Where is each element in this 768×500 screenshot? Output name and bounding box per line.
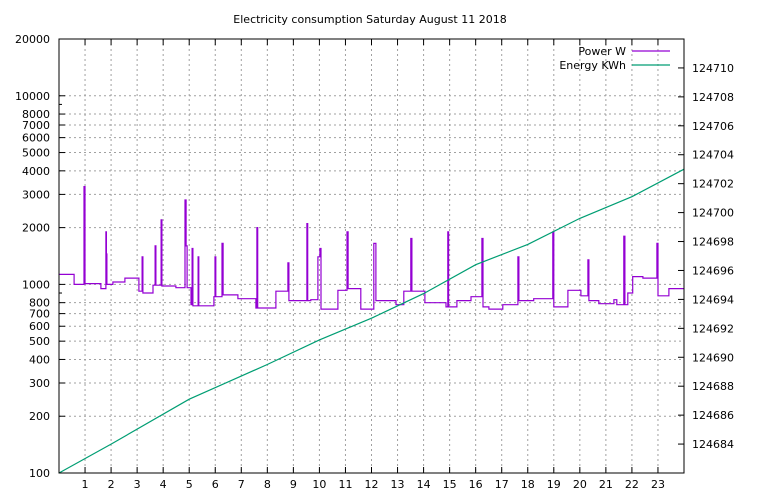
y2-tick-label: 124692 (692, 322, 734, 335)
x-tick-label: 15 (443, 478, 457, 491)
y-tick-label: 400 (29, 353, 50, 366)
x-tick-label: 3 (134, 478, 141, 491)
x-tick-label: 1 (82, 478, 89, 491)
y2-tick-label: 124708 (692, 91, 734, 104)
y-tick-label: 4000 (22, 165, 50, 178)
x-tick-label: 2 (108, 478, 115, 491)
y2-tick-label: 124704 (692, 149, 734, 162)
x-tick-label: 17 (495, 478, 509, 491)
x-tick-label: 18 (521, 478, 535, 491)
energy-series-line (58, 168, 685, 474)
y2-tick-label: 124684 (692, 438, 734, 451)
y-tick-label: 2000 (22, 222, 50, 235)
legend: Power W Energy KWh (559, 45, 670, 72)
x-tick-label: 4 (160, 478, 167, 491)
y2-tick-label: 124710 (692, 62, 734, 75)
y2-tick-label: 124690 (692, 351, 734, 364)
y-tick-label: 8000 (22, 108, 50, 121)
x-tick-label: 23 (651, 478, 665, 491)
y-tick-label: 100 (29, 467, 50, 480)
y2-tick-label: 124700 (692, 207, 734, 220)
x-tick-label: 7 (238, 478, 245, 491)
y-tick-label: 5000 (22, 147, 50, 160)
x-tick-label: 6 (212, 478, 219, 491)
x-tick-label: 8 (264, 478, 271, 491)
y-tick-label: 800 (29, 297, 50, 310)
y2-tick-label: 124698 (692, 236, 734, 249)
legend-label-energy: Energy KWh (559, 59, 626, 72)
x-tick-label: 5 (186, 478, 193, 491)
x-tick-label: 21 (599, 478, 613, 491)
chart-title: Electricity consumption Saturday August … (233, 13, 506, 26)
y-tick-label: 700 (29, 308, 50, 321)
grid (59, 39, 684, 473)
y-tick-label: 3000 (22, 188, 50, 201)
y-tick-label: 1000 (22, 278, 50, 291)
power-series-line (59, 186, 684, 310)
series-group (58, 168, 685, 474)
x-tick-label: 13 (391, 478, 405, 491)
x-tick-label: 11 (338, 478, 352, 491)
x-tick-label: 12 (365, 478, 379, 491)
x-tick-label: 22 (625, 478, 639, 491)
y2-tick-label: 124706 (692, 120, 734, 133)
x-tick-label: 9 (290, 478, 297, 491)
y2-tick-label: 124696 (692, 264, 734, 277)
x-tick-label: 14 (417, 478, 431, 491)
y2-axis: 124684 124686 124688 124690 124692 124694 1246… (678, 62, 734, 451)
legend-label-power: Power W (578, 45, 626, 58)
x-tick-label: 10 (312, 478, 326, 491)
y2-tick-label: 124694 (692, 293, 734, 306)
y2-tick-label: 124702 (692, 178, 734, 191)
y-tick-label: 7000 (22, 119, 50, 132)
x-tick-label: 16 (469, 478, 483, 491)
y-tick-label: 600 (29, 320, 50, 333)
x-tick-label: 19 (547, 478, 561, 491)
y2-tick-label: 124686 (692, 409, 734, 422)
y-tick-label: 20000 (15, 33, 50, 46)
x-axis: 1 2 3 4 5 6 7 8 9 10 11 12 13 14 15 16 17 18 19 20 21 22 23 (82, 39, 665, 491)
y2-tick-label: 124688 (692, 380, 734, 393)
y-tick-label: 300 (29, 377, 50, 390)
y-tick-label: 500 (29, 335, 50, 348)
plot-frame (58, 38, 685, 474)
x-tick-label: 20 (573, 478, 587, 491)
y-tick-label: 200 (29, 410, 50, 423)
y-tick-label: 10000 (15, 90, 50, 103)
y-tick-label: 6000 (22, 132, 50, 145)
